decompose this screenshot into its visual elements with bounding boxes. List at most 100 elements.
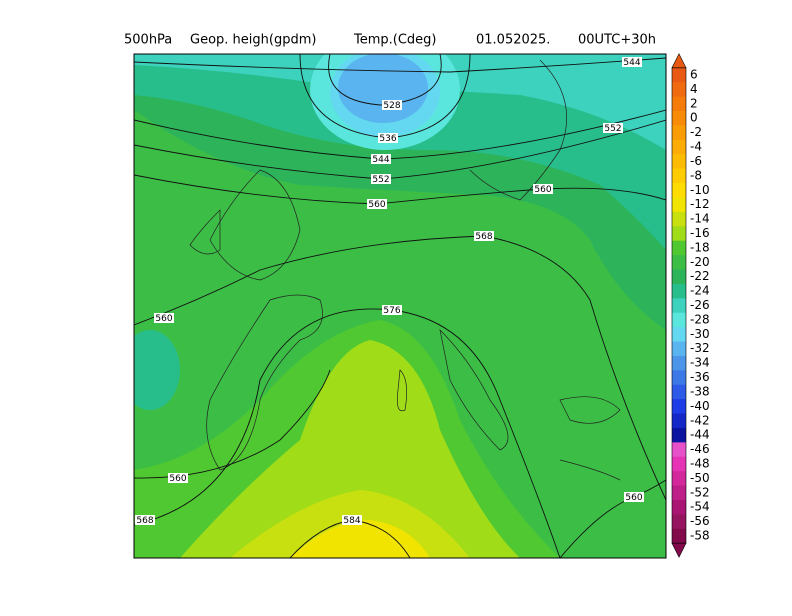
contour-label-bg bbox=[168, 473, 188, 483]
colorbar-label: -38 bbox=[690, 384, 710, 398]
colorbar-swatch bbox=[672, 197, 686, 213]
colorbar-arrow-top bbox=[671, 53, 687, 69]
colorbar-swatch bbox=[672, 139, 686, 155]
contour-label-bg bbox=[378, 133, 398, 143]
header-field: 01.052025. bbox=[476, 33, 550, 48]
colorbar-label: -22 bbox=[690, 269, 710, 283]
colorbar-label: -2 bbox=[690, 125, 702, 139]
colorbar-swatch bbox=[672, 427, 686, 443]
colorbar-label: -46 bbox=[690, 442, 710, 456]
colorbar-swatch bbox=[672, 485, 686, 501]
contour-label: 584 bbox=[343, 516, 360, 526]
colorbar-label: -28 bbox=[690, 312, 710, 326]
colorbar-swatch bbox=[672, 399, 686, 415]
colorbar-label: -20 bbox=[690, 255, 710, 269]
contour-label-bg bbox=[533, 184, 553, 194]
colorbar-label: -44 bbox=[690, 428, 710, 442]
contour-label: 552 bbox=[372, 175, 389, 185]
colorbar-label: 6 bbox=[690, 68, 698, 82]
contour-label: 560 bbox=[169, 474, 186, 484]
colorbar-swatch bbox=[672, 111, 686, 126]
colorbar-label: -16 bbox=[690, 226, 710, 240]
colorbar-label: 2 bbox=[690, 96, 698, 110]
colorbar-swatch bbox=[672, 370, 686, 386]
colorbar-swatch bbox=[672, 154, 686, 170]
contour-label-bg bbox=[603, 123, 623, 133]
contour-label-bg bbox=[154, 313, 174, 323]
contour-label-bg bbox=[474, 231, 494, 241]
colorbar-label: -32 bbox=[690, 341, 710, 355]
header-field: Geop. heigh(gpdm) bbox=[190, 33, 316, 48]
colorbar-swatch bbox=[672, 168, 686, 184]
header-field: Temp.(Cdeg) bbox=[353, 33, 437, 48]
colorbar-frame bbox=[671, 67, 687, 544]
colorbar-label: -48 bbox=[690, 456, 710, 470]
colorbar-swatch bbox=[672, 442, 686, 458]
colorbar-label: -54 bbox=[690, 500, 710, 514]
contour-label-bg bbox=[371, 154, 391, 164]
colorbar-swatch bbox=[672, 298, 686, 314]
contour-label-bg bbox=[135, 515, 155, 525]
colorbar-arrow-bottom bbox=[671, 542, 687, 558]
map-frame bbox=[133, 53, 667, 559]
colorbar-swatch bbox=[672, 255, 686, 270]
colorbar-label: -24 bbox=[690, 284, 710, 298]
colorbar-label: -58 bbox=[690, 529, 710, 543]
colorbar-label: -4 bbox=[690, 140, 702, 154]
contour-label: 552 bbox=[604, 124, 621, 134]
colorbar-swatch bbox=[672, 312, 686, 328]
contour-label-bg bbox=[382, 305, 402, 315]
contour-label: 568 bbox=[475, 232, 492, 242]
contour-label: 560 bbox=[155, 314, 172, 324]
colorbar-label: -52 bbox=[690, 485, 710, 499]
contour-label: 568 bbox=[136, 516, 153, 526]
contour-label: 528 bbox=[383, 101, 400, 111]
contour-label-bg bbox=[622, 57, 642, 67]
contour-label-bg bbox=[382, 100, 402, 110]
colorbar-swatch bbox=[672, 413, 686, 429]
contour-label: 576 bbox=[383, 306, 400, 316]
contour-label: 544 bbox=[623, 58, 640, 68]
contour-label: 560 bbox=[625, 493, 642, 503]
contour-label: 560 bbox=[368, 200, 385, 210]
colorbar-label: -8 bbox=[690, 168, 702, 182]
colorbar-label: 4 bbox=[690, 82, 698, 96]
header-field: 00UTC+30h bbox=[578, 33, 656, 48]
colorbar-label: -40 bbox=[690, 399, 710, 413]
contour-label-bg bbox=[624, 492, 644, 502]
colorbar-label: 0 bbox=[690, 111, 698, 125]
colorbar-swatch bbox=[672, 514, 686, 530]
colorbar-swatch bbox=[672, 96, 686, 112]
contour-label: 536 bbox=[379, 134, 396, 144]
colorbar-label: -56 bbox=[690, 514, 710, 528]
colorbar-swatch bbox=[672, 183, 686, 198]
colorbar-swatch bbox=[672, 471, 686, 487]
colorbar-swatch bbox=[672, 341, 686, 357]
contour-label: 544 bbox=[372, 155, 389, 165]
contour-label-bg bbox=[342, 515, 362, 525]
colorbar-label: -14 bbox=[690, 212, 710, 226]
header-field: 500hPa bbox=[124, 33, 172, 48]
colorbar-swatch bbox=[672, 226, 686, 242]
colorbar-label: -26 bbox=[690, 298, 710, 312]
colorbar-swatch bbox=[672, 283, 686, 299]
colorbar-swatch bbox=[672, 67, 686, 83]
colorbar-swatch bbox=[672, 240, 686, 256]
colorbar-swatch bbox=[672, 355, 686, 371]
contour-label-bg bbox=[367, 199, 387, 209]
colorbar-label: -36 bbox=[690, 370, 710, 384]
colorbar-label: -30 bbox=[690, 327, 710, 341]
colorbar-swatch bbox=[672, 384, 686, 400]
colorbar-swatch bbox=[672, 499, 686, 515]
colorbar-label: -18 bbox=[690, 240, 710, 254]
contour-label-bg bbox=[371, 174, 391, 184]
colorbar-label: -10 bbox=[690, 183, 710, 197]
colorbar-label: -42 bbox=[690, 413, 710, 427]
colorbar-swatch bbox=[672, 211, 686, 227]
colorbar-swatch bbox=[672, 456, 686, 472]
colorbar: 6420-2-4-6-8-10-12-14-16-18-20-22-24-26-… bbox=[671, 53, 710, 558]
colorbar-swatch bbox=[672, 528, 686, 544]
colorbar-label: -50 bbox=[690, 471, 710, 485]
colorbar-swatch bbox=[672, 327, 686, 343]
